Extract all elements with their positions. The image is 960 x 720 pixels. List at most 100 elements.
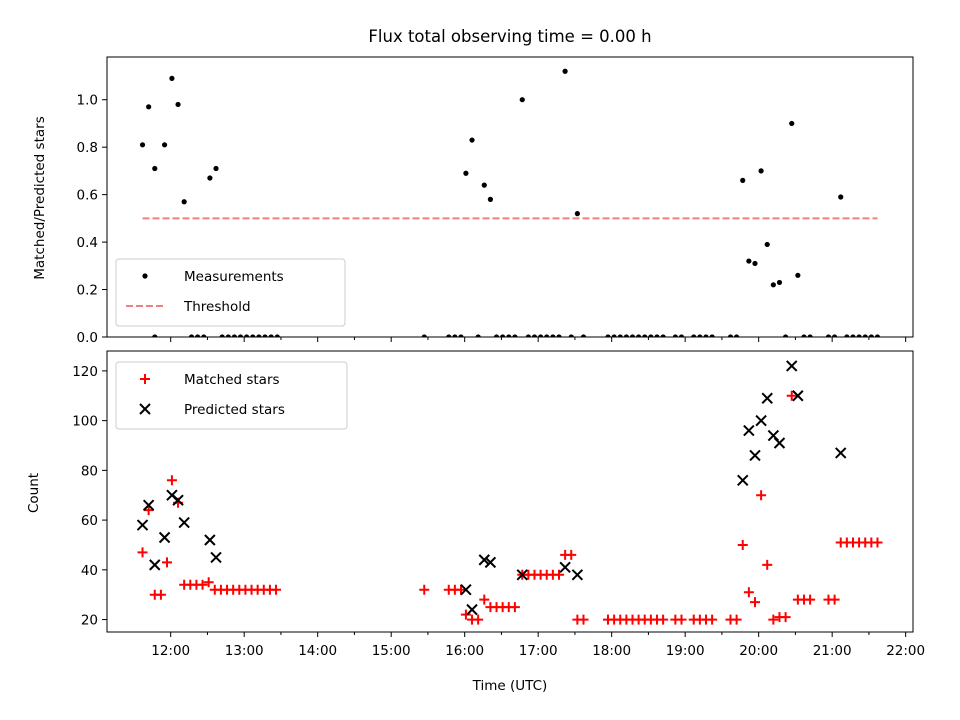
bottom-legend-swatch-matched xyxy=(140,374,150,384)
top-measurement-point xyxy=(550,334,556,337)
top-measurement-point xyxy=(746,258,752,264)
top-measurement-point xyxy=(556,334,562,337)
bottom-predicted-point xyxy=(149,559,161,571)
bottom-frame xyxy=(106,350,914,633)
top-measurement-point xyxy=(580,334,587,337)
top-measurement-point xyxy=(709,334,715,337)
bottom-xtick-label: 18:00 xyxy=(592,643,631,659)
top-measurement-point xyxy=(874,334,881,337)
top-measurement-point xyxy=(856,334,862,337)
bottom-xtick-label: 19:00 xyxy=(666,643,705,659)
bottom-ytick-label: 60 xyxy=(81,513,98,529)
top-chart-title: Flux total observing time = 0.00 h xyxy=(368,27,651,46)
top-measurement-point xyxy=(169,75,175,81)
top-measurement-point xyxy=(500,334,506,337)
bottom-xtick-label: 22:00 xyxy=(886,643,925,659)
bottom-matched-point xyxy=(479,594,490,605)
top-measurement-point xyxy=(152,165,158,172)
top-measurement-point xyxy=(475,334,481,337)
top-measurement-point xyxy=(636,334,642,337)
bottom-predicted-point xyxy=(478,554,490,566)
bottom-xtick-label: 15:00 xyxy=(372,643,411,659)
bottom-predicted-point xyxy=(737,474,749,487)
bottom-matched-point xyxy=(872,537,883,548)
top-measurement-point xyxy=(697,334,703,337)
top-measurement-point xyxy=(758,168,764,174)
top-measurement-point xyxy=(654,334,660,337)
top-measurement-point xyxy=(623,334,629,337)
top-measurement-point xyxy=(832,334,838,337)
top-measurement-point xyxy=(231,334,237,337)
bottom-xtick-label: 16:00 xyxy=(445,643,484,659)
bottom-predicted-point xyxy=(178,516,190,529)
bottom-matched-point xyxy=(737,539,748,550)
bottom-matched-point xyxy=(553,569,564,580)
bottom-matched-point xyxy=(756,490,767,501)
top-plot-area xyxy=(139,68,881,337)
top-measurement-point xyxy=(146,104,152,110)
top-measurement-point xyxy=(531,334,538,337)
top-ytick-label: 1.0 xyxy=(77,93,98,109)
bottom-plot-area xyxy=(136,360,883,625)
top-measurement-point xyxy=(844,334,850,337)
top-legend-swatch-measurements xyxy=(142,273,148,279)
top-chart-legend: Measurements Threshold xyxy=(115,258,346,327)
top-measurement-point xyxy=(862,334,868,337)
bottom-predicted-point xyxy=(460,584,472,596)
top-measurement-point xyxy=(734,334,740,337)
bottom-chart-xlabel: Time (UTC) xyxy=(472,678,548,694)
top-measurement-point xyxy=(868,334,874,337)
top-measurement-point xyxy=(807,334,813,337)
top-measurement-point xyxy=(678,334,685,337)
top-measurement-point xyxy=(660,334,666,337)
top-measurement-point xyxy=(611,334,617,337)
bottom-ytick-label: 120 xyxy=(72,364,98,380)
top-measurement-point xyxy=(201,334,207,337)
top-measurement-point xyxy=(770,282,776,288)
bottom-xtick-label: 20:00 xyxy=(739,643,778,659)
bottom-matched-point xyxy=(166,475,177,486)
top-measurement-point xyxy=(493,334,500,337)
top-legend-label: Threshold xyxy=(183,299,251,315)
bottom-matched-point xyxy=(780,612,791,623)
bottom-ytick-label: 100 xyxy=(72,414,98,430)
bottom-matched-point xyxy=(137,547,148,558)
bottom-matched-point xyxy=(578,614,589,625)
bottom-matched-point xyxy=(786,390,797,401)
top-chart-axes: 0.0 0.2 0.4 0.6 0.8 1.0 xyxy=(77,56,914,346)
top-measurement-point xyxy=(262,334,268,337)
bottom-predicted-point xyxy=(835,447,847,459)
top-ytick-label: 0.8 xyxy=(77,140,98,156)
top-frame xyxy=(106,56,914,338)
bottom-legend-swatch-predicted xyxy=(139,403,151,415)
top-measurement-point xyxy=(421,334,427,337)
bottom-matched-point xyxy=(271,584,282,595)
top-measurement-point xyxy=(801,334,807,337)
bottom-matched-point xyxy=(473,614,484,625)
top-ytick-label: 0.6 xyxy=(77,188,98,204)
bottom-matched-point xyxy=(456,584,467,595)
top-measurement-point xyxy=(568,334,574,337)
top-measurement-point xyxy=(188,334,195,337)
top-measurement-point xyxy=(617,334,623,337)
bottom-matched-point xyxy=(419,584,430,595)
bottom-matched-point xyxy=(155,589,166,600)
top-measurement-point xyxy=(487,196,494,202)
bottom-matched-point xyxy=(143,505,154,516)
bottom-predicted-point xyxy=(755,414,767,427)
top-measurement-point xyxy=(850,334,856,337)
bottom-matched-point xyxy=(566,549,577,560)
bottom-chart-legend: Matched stars Predicted stars xyxy=(115,361,348,430)
bottom-matched-point xyxy=(676,614,687,625)
top-measurement-point xyxy=(727,334,734,337)
top-measurement-point xyxy=(795,272,801,278)
top-measurement-point xyxy=(250,334,256,337)
bottom-ytick-label: 40 xyxy=(81,563,98,579)
top-measurement-point xyxy=(648,334,654,337)
top-measurement-point xyxy=(740,177,746,183)
top-measurement-point xyxy=(544,334,550,337)
bottom-predicted-point xyxy=(210,551,222,564)
bottom-matched-point xyxy=(805,594,816,605)
bottom-ytick-label: 80 xyxy=(81,463,98,479)
